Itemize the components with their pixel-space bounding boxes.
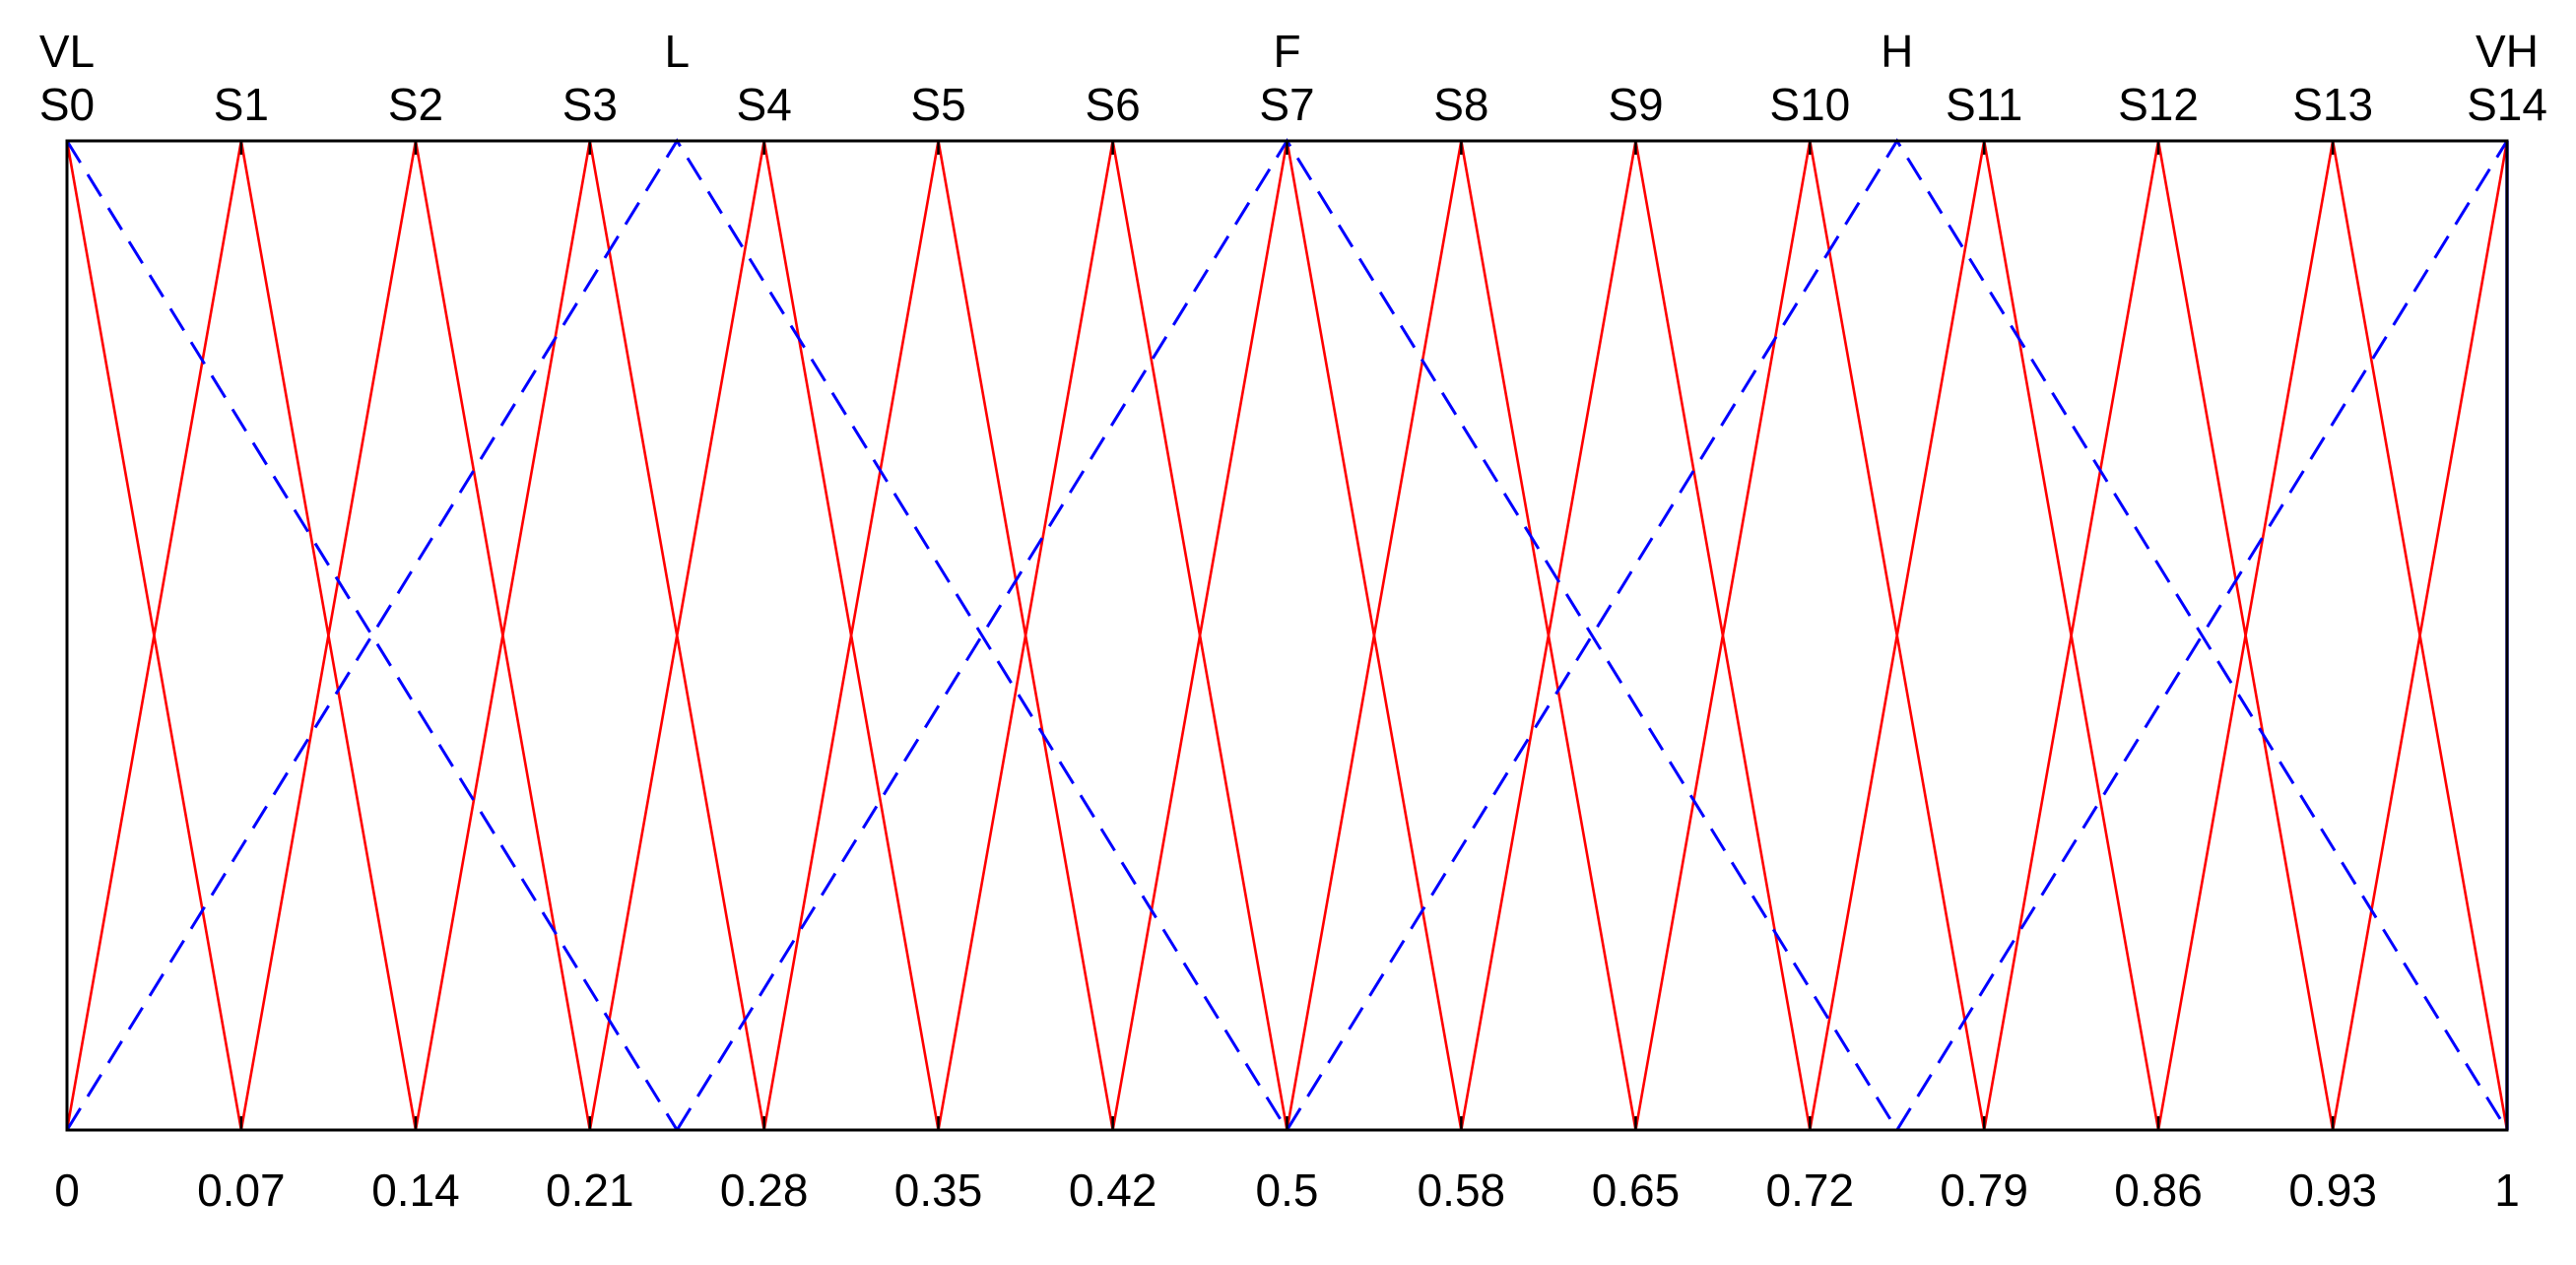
x-tick-label: 0.79 xyxy=(1940,1165,2028,1216)
fine-peak-label: S3 xyxy=(562,79,618,130)
fine-peak-label: S4 xyxy=(737,79,792,130)
x-tick-label: 0 xyxy=(54,1165,80,1216)
fine-peak-label: S10 xyxy=(1769,79,1850,130)
x-tick-label: 0.65 xyxy=(1592,1165,1681,1216)
fine-peak-label: S7 xyxy=(1259,79,1314,130)
fine-membership-S14 xyxy=(2331,140,2509,1131)
coarse-membership-VH xyxy=(1895,140,2509,1131)
fine-peak-label: S14 xyxy=(2467,79,2547,130)
fine-peak-label: S9 xyxy=(1608,79,1663,130)
x-tick-label: 0.58 xyxy=(1418,1165,1506,1216)
fine-peak-label: S2 xyxy=(388,79,443,130)
coarse-peak-label: VL xyxy=(39,26,95,77)
coarse-peak-label: L xyxy=(664,26,690,77)
peak-labels: S0 S1 S2 S3 S4 S5 S6 S7 S8 S9 S10 S11 S12 S13 S14 VL L F H… xyxy=(39,26,2547,130)
fine-peak-label: S5 xyxy=(910,79,965,130)
x-tick-label: 0.21 xyxy=(546,1165,634,1216)
x-tick-label: 0.28 xyxy=(720,1165,809,1216)
fine-peak-label: S12 xyxy=(2118,79,2199,130)
x-tick-label: 0.5 xyxy=(1256,1165,1319,1216)
x-tick-label: 0.42 xyxy=(1069,1165,1157,1216)
fine-peak-label: S6 xyxy=(1086,79,1141,130)
coarse-peak-label: H xyxy=(1881,26,1913,77)
x-tick-label: 0.14 xyxy=(371,1165,460,1216)
x-tick-label: 0.93 xyxy=(2288,1165,2377,1216)
coarse-peak-label: VH xyxy=(2476,26,2539,77)
fine-peak-label: S13 xyxy=(2292,79,2373,130)
x-tick-label: 0.35 xyxy=(894,1165,983,1216)
coarse-peak-label: F xyxy=(1273,26,1300,77)
fine-peak-label: S8 xyxy=(1433,79,1488,130)
coarse-membership-VL xyxy=(65,140,679,1131)
x-axis-ticks: 0 0.07 0.14 0.21 0.28 0.35 0.42 0.5 0.58 0.65 0.72… xyxy=(54,141,2520,1216)
fine-peak-label: S11 xyxy=(1946,79,2022,130)
x-tick-label: 1 xyxy=(2494,1165,2520,1216)
x-tick-label: 0.86 xyxy=(2114,1165,2203,1216)
fine-peak-label: S0 xyxy=(39,79,95,130)
x-tick-label: 0.07 xyxy=(197,1165,286,1216)
fine-peak-label: S1 xyxy=(214,79,269,130)
x-tick-label: 0.72 xyxy=(1766,1165,1855,1216)
